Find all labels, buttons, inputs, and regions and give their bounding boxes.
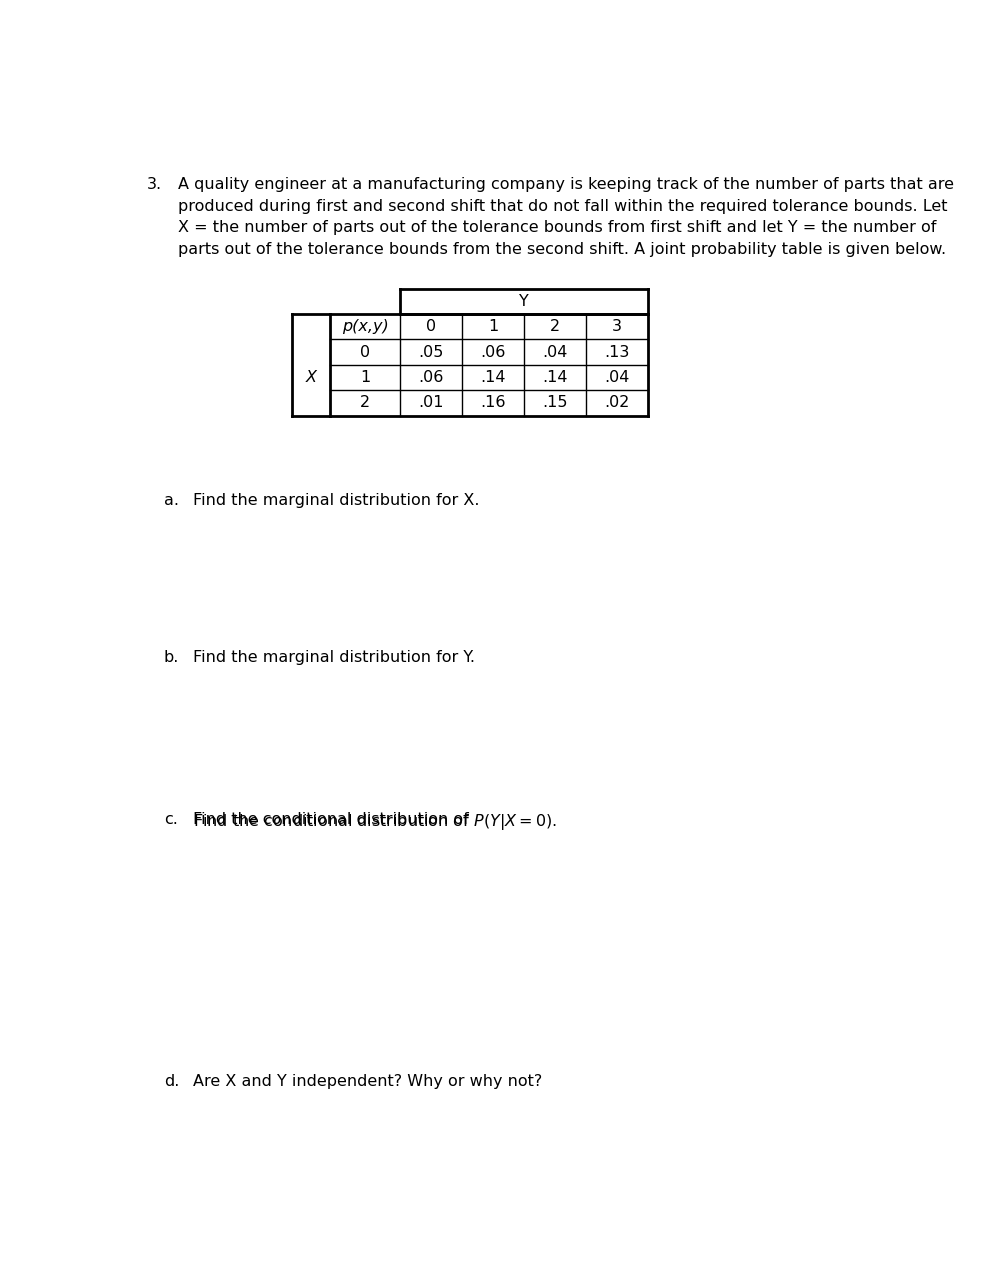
Text: Find the marginal distribution for Y.: Find the marginal distribution for Y.: [193, 650, 475, 665]
Text: 3: 3: [612, 319, 622, 335]
Text: 1: 1: [360, 370, 370, 385]
Text: 0: 0: [426, 319, 436, 335]
Text: a.: a.: [164, 492, 179, 508]
Text: .06: .06: [480, 345, 506, 360]
Text: .01: .01: [418, 395, 444, 410]
Text: X = the number of parts out of the tolerance bounds from first shift and let Y =: X = the number of parts out of the toler…: [178, 221, 936, 235]
Text: produced during first and second shift that do not fall within the required tole: produced during first and second shift t…: [178, 199, 947, 214]
Text: .04: .04: [542, 345, 568, 360]
Text: 2: 2: [360, 395, 370, 410]
Text: 3.: 3.: [147, 177, 162, 192]
Text: Find the conditional distribution of $P(Y|X = 0).$: Find the conditional distribution of $P(…: [193, 813, 557, 832]
Text: 1: 1: [488, 319, 498, 335]
Text: .16: .16: [480, 395, 506, 410]
Text: Find the conditional distribution of: Find the conditional distribution of: [193, 813, 474, 827]
Text: 2: 2: [550, 319, 560, 335]
Text: Are X and Y independent? Why or why not?: Are X and Y independent? Why or why not?: [193, 1074, 542, 1088]
Text: .06: .06: [418, 370, 444, 385]
Text: .14: .14: [542, 370, 568, 385]
Text: X: X: [306, 370, 316, 385]
Text: .13: .13: [604, 345, 630, 360]
Text: .15: .15: [542, 395, 568, 410]
Text: Y: Y: [519, 294, 529, 309]
Text: b.: b.: [164, 650, 179, 665]
Text: parts out of the tolerance bounds from the second shift. A joint probability tab: parts out of the tolerance bounds from t…: [178, 241, 946, 256]
Text: .04: .04: [604, 370, 630, 385]
Text: .14: .14: [480, 370, 506, 385]
Text: Find the marginal distribution for X.: Find the marginal distribution for X.: [193, 492, 480, 508]
Text: .05: .05: [418, 345, 444, 360]
Text: d.: d.: [164, 1074, 179, 1088]
Text: 0: 0: [360, 345, 370, 360]
Text: A quality engineer at a manufacturing company is keeping track of the number of : A quality engineer at a manufacturing co…: [178, 177, 954, 192]
Text: .02: .02: [604, 395, 630, 410]
Text: c.: c.: [164, 813, 178, 827]
Text: p(x,y): p(x,y): [342, 319, 389, 335]
